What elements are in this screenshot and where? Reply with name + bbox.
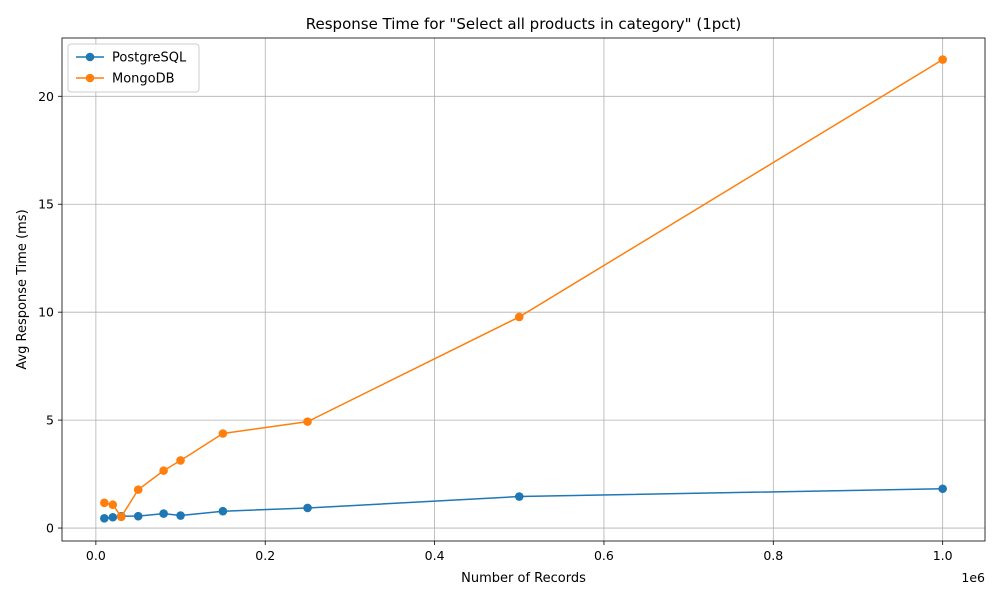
postgresql-point <box>159 509 168 518</box>
legend-box <box>67 43 200 93</box>
postgresql-point <box>176 511 185 520</box>
mongodb-point <box>176 456 185 465</box>
axis-ticks: 0.0 0.2 0.4 0.6 0.8 1.0 0 5 10 15 20 <box>38 89 953 563</box>
mongodb-point <box>108 500 118 510</box>
y-tick-label: 20 <box>38 89 54 104</box>
postgresql-point <box>218 506 228 516</box>
y-axis-label: Avg Response Time (ms) <box>15 209 30 369</box>
x-tick-label: 0.0 <box>86 548 106 563</box>
legend-mongodb-label: MongoDB <box>112 72 175 87</box>
plot-frame <box>61 37 986 542</box>
y-tick-label: 0 <box>46 521 54 536</box>
x-tick-label: 0.8 <box>763 548 783 563</box>
mongodb-point <box>514 312 524 322</box>
mongodb-point <box>133 485 143 494</box>
legend-postgresql-label: PostgreSQL <box>112 51 187 66</box>
x-axis-offset-text: 1e6 <box>961 570 985 585</box>
postgresql-point <box>100 514 109 523</box>
mongodb-point <box>303 417 312 426</box>
y-tick-label: 15 <box>38 197 54 212</box>
x-tick-label: 0.2 <box>255 548 275 563</box>
mongodb-point <box>116 512 126 522</box>
postgresql-point <box>108 512 118 522</box>
postgresql-point <box>303 503 312 513</box>
x-tick-label: 1.0 <box>933 548 953 563</box>
plot-series <box>100 55 947 523</box>
postgresql-point <box>133 511 143 521</box>
grid <box>62 38 985 541</box>
x-tick-label: 0.6 <box>594 548 614 563</box>
chart-title: Response Time for "Select all products i… <box>306 15 742 33</box>
legend: PostgreSQL MongoDB <box>67 43 200 93</box>
mongodb-point <box>218 429 228 438</box>
x-axis-label: Number of Records <box>461 571 586 586</box>
mongodb-point <box>100 498 109 508</box>
y-tick-label: 5 <box>46 413 54 428</box>
legend-mongodb-marker <box>85 73 95 83</box>
legend-postgresql-marker <box>85 52 95 62</box>
mongodb-point <box>938 55 947 64</box>
mongodb-line <box>104 58 944 519</box>
postgresql-point <box>938 484 947 494</box>
mongodb-point <box>159 466 168 475</box>
x-tick-label: 0.4 <box>425 548 445 563</box>
postgresql-point <box>514 492 524 501</box>
y-tick-label: 10 <box>38 305 54 320</box>
